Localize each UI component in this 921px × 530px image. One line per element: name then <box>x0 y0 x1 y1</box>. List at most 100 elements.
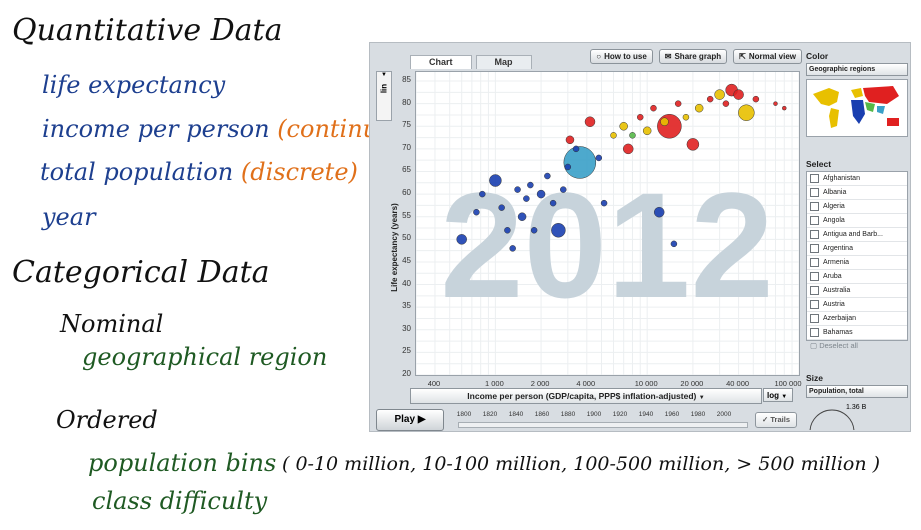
y-scale-select[interactable]: ▼ lin <box>376 71 392 121</box>
country-bubble[interactable] <box>733 89 744 100</box>
country-list-item[interactable]: Angola <box>807 214 907 228</box>
checkbox-icon[interactable] <box>810 230 819 239</box>
country-bubble[interactable] <box>514 186 521 193</box>
country-bubble[interactable] <box>694 103 704 113</box>
x-tick-label: 400 <box>427 379 441 388</box>
country-list-item[interactable]: Aruba <box>807 270 907 284</box>
country-bubble[interactable] <box>706 95 714 103</box>
country-bubble[interactable] <box>560 186 567 193</box>
y-tick-label: 60 <box>402 188 411 198</box>
country-bubble[interactable] <box>773 101 778 106</box>
tab-chart[interactable]: Chart <box>410 55 472 69</box>
country-list-item[interactable]: Argentina <box>807 242 907 256</box>
tab-map[interactable]: Map <box>475 55 532 69</box>
country-bubble[interactable] <box>544 172 551 180</box>
country-bubble[interactable] <box>738 104 755 121</box>
checkbox-icon[interactable] <box>810 272 819 281</box>
play-button[interactable]: Play ▶ <box>376 409 444 431</box>
country-bubble[interactable] <box>722 100 730 107</box>
country-bubble[interactable] <box>642 126 652 136</box>
country-list-item[interactable]: Antigua and Barb... <box>807 228 907 242</box>
y-tick-label: 75 <box>402 120 411 130</box>
country-bubble[interactable] <box>565 135 575 145</box>
how-to-use-button[interactable]: ○ How to use <box>590 49 653 64</box>
checkbox-icon[interactable] <box>810 174 819 183</box>
y-tick-label: 65 <box>402 165 411 175</box>
country-list-item[interactable]: Albania <box>807 186 907 200</box>
country-bubble[interactable] <box>549 199 557 207</box>
country-bubble[interactable] <box>509 245 516 252</box>
country-list-item[interactable]: Azerbaijan <box>807 312 907 326</box>
country-list-item[interactable]: Austria <box>807 298 907 312</box>
world-map-legend[interactable] <box>806 79 908 137</box>
timeline-year-label: 1980 <box>690 411 706 418</box>
share-graph-button[interactable]: ✉ Share graph <box>658 49 728 64</box>
country-list-item[interactable]: Australia <box>807 284 907 298</box>
country-bubble[interactable] <box>636 113 644 121</box>
country-bubble[interactable] <box>489 174 502 187</box>
quant-item-life-expectancy: life expectancy <box>42 71 226 99</box>
checkbox-icon[interactable] <box>810 328 819 337</box>
country-bubble[interactable] <box>752 95 760 103</box>
country-list-item[interactable]: Afghanistan <box>807 172 907 186</box>
country-bubble[interactable] <box>782 105 787 111</box>
chart-plot-area[interactable]: 2012 <box>415 71 800 376</box>
country-bubble[interactable] <box>682 113 690 121</box>
country-bubble[interactable] <box>584 116 596 127</box>
country-bubble[interactable] <box>674 100 682 107</box>
checkbox-icon[interactable] <box>810 216 819 225</box>
country-bubble[interactable] <box>498 204 505 211</box>
country-bubble[interactable] <box>660 117 669 126</box>
checkbox-icon[interactable] <box>810 258 819 267</box>
country-bubble[interactable] <box>536 189 546 199</box>
deselect-all-button[interactable]: ▢ Deselect all <box>810 341 858 350</box>
country-bubble[interactable] <box>527 181 534 189</box>
country-bubble[interactable] <box>714 89 725 100</box>
checkbox-icon[interactable] <box>810 188 819 197</box>
x-scale-select[interactable]: log ▼ <box>763 388 793 402</box>
y-tick-label: 85 <box>402 75 411 85</box>
country-bubble[interactable] <box>629 132 636 139</box>
checkbox-icon[interactable] <box>810 286 819 295</box>
country-bubble[interactable] <box>650 104 657 112</box>
country-bubble[interactable] <box>657 114 682 139</box>
country-bubble[interactable] <box>653 206 665 218</box>
checkbox-icon[interactable] <box>810 314 819 323</box>
bubbles <box>456 83 787 252</box>
normal-view-button[interactable]: ⇱ Normal view <box>733 49 802 64</box>
country-bubble[interactable] <box>610 132 617 139</box>
country-bubble[interactable] <box>564 163 572 171</box>
x-axis-select[interactable]: Income per person (GDP/capita, PPP$ infl… <box>410 388 762 404</box>
country-bubble[interactable] <box>523 195 530 202</box>
quantitative-title: Quantitative Data <box>12 13 283 48</box>
country-bubble[interactable] <box>686 138 700 151</box>
timeline-track[interactable] <box>458 422 748 428</box>
country-list[interactable]: Afghanistan Albania Algeria Angola Antigua a… <box>806 171 908 341</box>
checkbox-icon[interactable] <box>810 202 819 211</box>
checkbox-icon[interactable] <box>810 244 819 253</box>
country-bubble[interactable] <box>479 190 486 198</box>
country-list-item[interactable]: Armenia <box>807 256 907 270</box>
timeline-slider[interactable]: 1800 1820 1840 1860 1880 1900 1920 1940 1960 1980… <box>457 409 748 429</box>
country-bubble[interactable] <box>504 227 511 234</box>
trails-toggle[interactable]: ✓ Trails <box>755 412 797 428</box>
country-bubble[interactable] <box>551 223 566 238</box>
country-bubble[interactable] <box>563 146 597 179</box>
size-select[interactable]: Population, total <box>806 385 908 398</box>
country-list-item[interactable]: Bahamas <box>807 326 907 340</box>
country-bubble[interactable] <box>517 212 527 221</box>
country-bubble[interactable] <box>595 154 603 162</box>
color-select[interactable]: Geographic regions <box>806 63 908 76</box>
country-bubble[interactable] <box>572 145 580 153</box>
y-tick-label: 70 <box>402 142 411 152</box>
quant-item-year: year <box>42 203 96 231</box>
country-bubble[interactable] <box>456 234 467 245</box>
country-bubble[interactable] <box>619 122 628 131</box>
country-bubble[interactable] <box>530 227 538 234</box>
country-list-item[interactable]: Algeria <box>807 200 907 214</box>
country-bubble[interactable] <box>600 199 608 207</box>
checkbox-icon[interactable] <box>810 300 819 309</box>
country-bubble[interactable] <box>622 143 634 155</box>
country-bubble[interactable] <box>670 240 678 248</box>
country-bubble[interactable] <box>473 208 480 216</box>
